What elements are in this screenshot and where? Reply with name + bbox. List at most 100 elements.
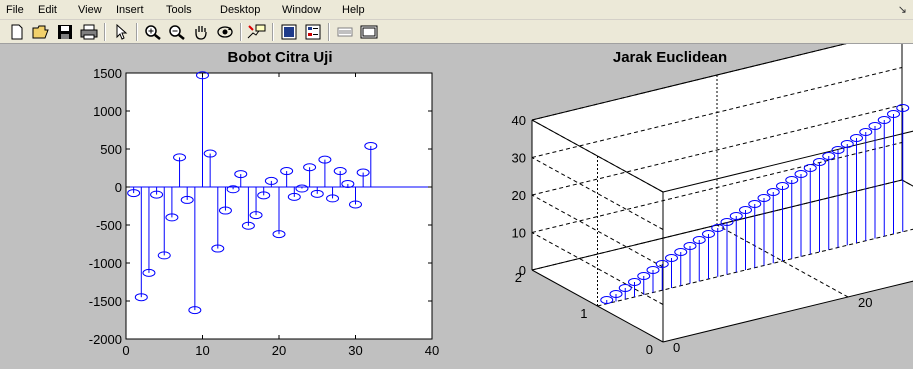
stem3-marker xyxy=(646,266,660,274)
new-file-icon xyxy=(11,24,23,40)
menu-tools[interactable]: Tools xyxy=(166,4,192,16)
stem-marker xyxy=(249,211,263,220)
y-tick-label: -1500 xyxy=(89,294,122,309)
box-edge xyxy=(531,269,664,343)
stem3-marker xyxy=(618,284,632,292)
stem3-marker xyxy=(850,134,863,142)
stem-marker xyxy=(180,195,194,204)
axis-ticks-left: 0 10 20 30 40 1500 1000 500 0 -500 -1000 -1500 -2000 xyxy=(89,66,439,358)
z-tick-label: 20 xyxy=(512,188,526,203)
stem3-marker xyxy=(822,152,836,160)
menu-insert[interactable]: Insert xyxy=(116,4,144,16)
zoom-in-button[interactable] xyxy=(142,22,164,42)
y-tick-label: 1000 xyxy=(93,104,122,119)
x-tick-label: 30 xyxy=(348,343,362,358)
open-folder-icon xyxy=(32,25,49,39)
stem3-marker xyxy=(859,128,873,136)
print-icon xyxy=(80,24,98,40)
y-tick-label: -1000 xyxy=(89,256,122,271)
stem-marker xyxy=(280,167,294,176)
pan-button[interactable] xyxy=(190,22,212,42)
stem3-marker xyxy=(766,188,780,196)
y-tick-label: 500 xyxy=(100,142,122,157)
legend-icon xyxy=(305,24,321,40)
show-plot-tools-icon xyxy=(360,25,378,39)
zoom-in-icon xyxy=(145,25,161,40)
stem3-marker xyxy=(674,248,688,256)
grid-line xyxy=(531,142,903,233)
box-edge xyxy=(531,44,847,121)
data-cursor-button[interactable] xyxy=(246,22,268,42)
z-tick-label: 40 xyxy=(512,113,526,128)
stem3-marker xyxy=(840,140,854,148)
box-edge xyxy=(662,280,913,343)
menu-edit[interactable]: Edit xyxy=(38,4,57,16)
insert-colorbar-button[interactable] xyxy=(278,22,300,42)
stem3-marker xyxy=(813,158,826,166)
print-button[interactable] xyxy=(78,22,100,42)
stem3-marker xyxy=(692,236,706,244)
grid-line xyxy=(531,157,664,230)
stem3-marker xyxy=(776,182,789,190)
dock-figure-icon[interactable]: ↘ xyxy=(897,4,907,16)
grid-line xyxy=(531,194,664,268)
edit-plot-button[interactable] xyxy=(110,22,132,42)
grid-line xyxy=(531,232,664,305)
stem3-marker xyxy=(711,224,725,232)
grid-line xyxy=(716,224,849,298)
stem-series-bobot xyxy=(126,71,432,315)
y-tick-label: 1500 xyxy=(93,66,122,81)
stem-marker xyxy=(349,200,362,209)
stem3-marker xyxy=(739,206,752,214)
x-tick-label: 0 xyxy=(673,340,680,355)
show-plot-tools-button[interactable] xyxy=(358,22,380,42)
stem3-marker xyxy=(748,200,762,208)
stem-marker xyxy=(326,194,340,203)
new-file-button[interactable] xyxy=(6,22,28,42)
insert-legend-button[interactable] xyxy=(302,22,324,42)
menu-desktop[interactable]: Desktop xyxy=(220,4,261,16)
stem3-marker xyxy=(785,176,799,184)
x-tick-label: 40 xyxy=(425,343,439,358)
stem-marker xyxy=(226,185,240,194)
z-tick-label: 10 xyxy=(512,226,526,241)
stem-marker xyxy=(150,190,164,199)
open-file-button[interactable] xyxy=(30,22,52,42)
box-edge xyxy=(531,119,664,193)
plot-box-3d xyxy=(531,44,913,343)
menu-file[interactable]: File xyxy=(6,4,24,16)
stem3-marker xyxy=(729,212,743,220)
stem3-marker xyxy=(665,254,678,262)
menu-view[interactable]: View xyxy=(78,4,102,16)
stem-marker xyxy=(142,268,156,277)
stem-marker xyxy=(241,221,255,230)
hide-plot-tools-button[interactable] xyxy=(334,22,356,42)
zoom-out-button[interactable] xyxy=(166,22,188,42)
save-button[interactable] xyxy=(54,22,76,42)
stem-marker xyxy=(188,306,202,315)
stem-marker xyxy=(196,71,209,80)
figure-canvas: Bobot Citra Uji 0 10 20 30 40150010005000-50… xyxy=(0,44,913,369)
y-tick-label: 0 xyxy=(115,180,122,195)
hide-plot-tools-icon xyxy=(337,27,353,37)
stem-marker xyxy=(218,206,232,215)
rotate-3d-button[interactable] xyxy=(214,22,236,42)
stem3-marker xyxy=(702,230,715,238)
stem-marker xyxy=(127,189,141,198)
chart-title-jarak: Jarak Euclidean xyxy=(613,49,727,66)
axis-ticks-3d: 01020304001202040 xyxy=(512,113,873,357)
menu-bar: File Edit View Insert Tools Desktop Window Help… xyxy=(0,0,913,20)
save-icon xyxy=(58,25,72,39)
stem3-marker xyxy=(896,104,910,112)
colorbar-icon xyxy=(281,24,297,40)
rotate-3d-icon xyxy=(217,26,233,38)
stem-marker xyxy=(310,189,324,198)
stem-marker xyxy=(211,244,225,253)
z-tick-label: 30 xyxy=(512,151,526,166)
menu-window[interactable]: Window xyxy=(282,4,322,16)
menu-help[interactable]: Help xyxy=(342,4,365,16)
stem-marker xyxy=(234,170,248,179)
grid-line xyxy=(531,67,903,158)
stem-marker xyxy=(157,251,171,260)
stem3-series-jarak xyxy=(600,104,910,304)
